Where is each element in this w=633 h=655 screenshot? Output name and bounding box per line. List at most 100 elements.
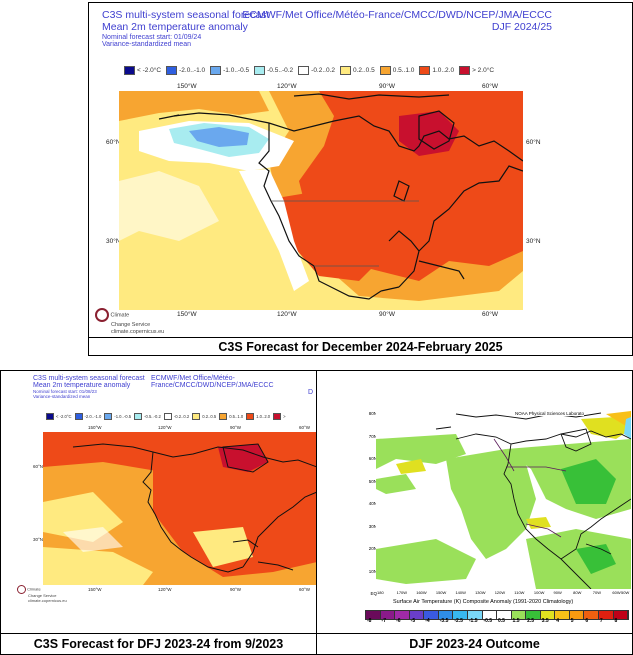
legend-item: 0.2..0.5 xyxy=(340,66,375,75)
br-lat-label: EQ xyxy=(370,591,377,596)
colorbar-segment xyxy=(555,611,570,619)
legend-swatch xyxy=(219,413,228,420)
top-lon-top-1: 150°W xyxy=(177,83,197,90)
colorbar-tick-label: 6 xyxy=(585,618,589,624)
br-colorbar-title: Surface Air Temperature (K) Composite An… xyxy=(393,599,574,605)
colorbar-tick-label: -4 xyxy=(425,618,430,624)
legend-item: -1.0..-0.5 xyxy=(104,413,131,420)
br-lon-label: 80W xyxy=(573,590,582,595)
top-header-left: C3S multi-system seasonal forecast Mean … xyxy=(102,9,269,48)
bl-lat-left-2: 30°N xyxy=(33,537,44,542)
bottom-right-outcome-panel: 80N 70N 60N 50N 40N 30N 20N 10N EQ 180 170W 160W 15… xyxy=(316,370,633,655)
bl-caption: C3S Forecast for DFJ 2023-24 from 9/2023 xyxy=(33,637,284,651)
br-caption: DJF 2023-24 Outcome xyxy=(409,637,540,651)
colorbar-tick-label: 5 xyxy=(570,618,574,624)
br-lon-label: 50W xyxy=(621,590,630,595)
top-lat-right-2: 30°N xyxy=(526,238,541,245)
top-season: DJF 2024/25 xyxy=(491,21,552,33)
colorbar-tick-label: 8 xyxy=(614,618,618,624)
colorbar-tick-label: 7 xyxy=(599,618,603,624)
br-lat-label: 70N xyxy=(368,433,377,439)
legend-swatch xyxy=(298,66,310,75)
legend-swatch xyxy=(459,66,471,75)
colorbar-segment xyxy=(584,611,599,619)
legend-swatch xyxy=(124,66,135,75)
bl-logo-line3: climate.copernicus.eu xyxy=(28,597,67,603)
br-lon-label: 120W xyxy=(494,590,506,595)
top-lon-top-2: 120°W xyxy=(277,83,297,90)
bl-lon-top-3: 90°W xyxy=(230,425,242,430)
colorbar-segment xyxy=(569,611,585,619)
br-lon-label: 140W xyxy=(455,590,466,595)
top-lon-top-4: 60°W xyxy=(482,83,498,90)
legend-label: -0.5..-0.2 xyxy=(267,67,294,74)
colorbar-segment xyxy=(424,611,439,619)
legend-label: 0.5..1.0 xyxy=(229,414,244,419)
legend-item: -1.0..-0.5 xyxy=(210,66,249,75)
colorbar-segment xyxy=(613,611,629,619)
br-lat-label: 80N xyxy=(368,411,377,416)
colorbar-segment xyxy=(497,611,512,619)
colorbar-segment xyxy=(438,611,454,619)
br-lon-label: 130W xyxy=(475,590,486,595)
bl-title-line1: C3S multi-system seasonal forecast xyxy=(33,375,145,382)
br-outcome-map xyxy=(376,409,631,589)
br-lat-label: 10N xyxy=(368,568,377,574)
br-lat-labels: 80N 70N 60N 50N 40N 30N 20N 10N EQ xyxy=(363,409,377,609)
colorbar-tick-label: -8 xyxy=(367,618,372,624)
legend-swatch xyxy=(254,66,266,75)
colorbar-tick-label: 2.5 xyxy=(527,618,535,624)
bottom-left-forecast-panel: C3S multi-system seasonal forecast Mean … xyxy=(0,370,317,655)
bl-logo: Climate Change Service climate.copernicu… xyxy=(17,585,67,604)
top-lon-bot-1: 150°W xyxy=(177,311,197,318)
colorbar-tick-label: -7 xyxy=(381,618,386,624)
colorbar-segment xyxy=(409,611,425,619)
br-credit: NOAA Physical Sciences Laborato xyxy=(515,411,585,416)
colorbar-tick-label: -6 xyxy=(396,618,401,624)
top-centres: ECMWF/Met Office/Météo-France/CMCC/DWD/N… xyxy=(242,9,552,21)
br-lon-label: 180 xyxy=(377,590,384,595)
bl-lon-bot-2: 120°W xyxy=(158,587,172,592)
legend-item: -2.0..-1.0 xyxy=(74,413,101,420)
legend-label: 1.0..2.0 xyxy=(432,67,455,74)
colorbar-segment xyxy=(540,611,556,619)
legend-item: 1.0..2.0 xyxy=(419,66,454,75)
legend-swatch xyxy=(340,66,352,75)
legend-swatch xyxy=(46,413,54,420)
colorbar-segment xyxy=(366,611,381,619)
legend-item: < -2.0°C xyxy=(124,66,161,75)
colorbar-segment xyxy=(453,611,468,619)
colorbar-tick-label: -3.5 xyxy=(439,618,449,624)
legend-label: -0.5..-0.2 xyxy=(144,414,161,419)
colorbar-segment xyxy=(467,611,483,619)
bl-centres: ECMWF/Met Office/Météo-France/CMCC/DWD/N… xyxy=(151,375,274,389)
colorbar-segment xyxy=(511,611,527,619)
legend-item: 0.5..1.0 xyxy=(379,66,415,75)
bl-season: D xyxy=(308,389,314,396)
colorbar-segment xyxy=(599,611,614,619)
legend-item: 0.2..0.5 xyxy=(192,413,216,420)
br-caption-divider xyxy=(317,633,632,634)
br-colorbar-ticks: -8 -7 -6 -5 -4 -3.5 -2.5 -1.5 -0.5 0.5 1.5 2.5 3.5 4 5… xyxy=(365,618,627,626)
legend-label: -2.0..-1.0 xyxy=(179,67,206,74)
colorbar-segment xyxy=(482,611,498,619)
legend-item: 1.0..2.0 xyxy=(246,413,270,420)
legend-item: < -2.0°C xyxy=(46,413,72,420)
legend-item: > 2.0°C xyxy=(459,66,494,75)
br-lon-label: 150W xyxy=(435,590,447,595)
colorbar-segment xyxy=(526,611,541,619)
top-sub-line2: Variance-standardized mean xyxy=(102,41,191,48)
legend-label: 0.5..1.0 xyxy=(392,67,415,74)
bl-legend: < -2.0°C -2.0..-1.0 -1.0..-0.5 -0.5..-0.2 -0… xyxy=(46,413,289,420)
bl-caption-divider xyxy=(1,633,316,634)
br-lat-label: 50N xyxy=(368,478,377,484)
bl-logo-line1: Climate xyxy=(27,586,41,592)
br-lon-label: 90W xyxy=(553,590,562,595)
copernicus-logo-icon xyxy=(17,585,26,594)
bl-lon-top-2: 120°W xyxy=(158,425,172,430)
legend-item: 0.5..1.0 xyxy=(219,413,243,420)
top-legend: < -2.0°C -2.0..-1.0 -1.0..-0.5 -0.5..-0.2 -0… xyxy=(124,66,499,75)
legend-label: -0.2..0.2 xyxy=(173,414,190,419)
legend-swatch xyxy=(273,413,282,420)
br-colorbar xyxy=(365,610,629,620)
